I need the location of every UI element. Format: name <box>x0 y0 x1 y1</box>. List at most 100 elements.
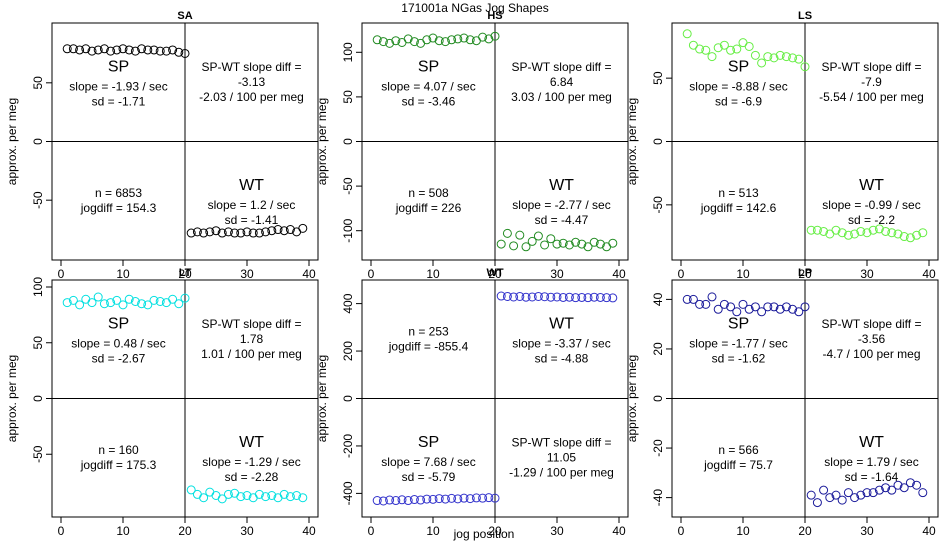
data-point <box>862 228 872 238</box>
data-point <box>459 493 469 503</box>
data-point <box>918 488 928 498</box>
panel-title: LP <box>798 267 812 279</box>
data-point <box>62 298 72 308</box>
data-point <box>285 492 295 502</box>
data-point <box>856 490 866 500</box>
data-point <box>403 496 413 506</box>
quadrant-text: slope = -1.77 / sec <box>689 336 787 350</box>
left-quadrant-title: SP <box>728 58 749 75</box>
quadrant-text: jogdiff = 154.3 <box>80 201 157 215</box>
data-point <box>87 46 97 56</box>
data-point <box>130 46 140 56</box>
data-point <box>298 493 308 503</box>
x-tick-label: 10 <box>736 267 750 281</box>
quadrant-text: slope = 0.48 / sec <box>71 336 165 350</box>
data-point <box>211 491 221 501</box>
data-point <box>403 34 413 44</box>
data-point <box>843 488 853 498</box>
y-tick-label: 20 <box>651 342 665 356</box>
quadrant-text: sd = -5.79 <box>402 470 456 484</box>
y-tick-label: 40 <box>651 292 665 306</box>
data-point <box>881 483 891 493</box>
data-point <box>391 36 401 46</box>
data-point <box>918 228 928 238</box>
data-point <box>248 228 258 238</box>
quadrant-text: jogdiff = -855.4 <box>388 339 469 353</box>
data-point <box>602 293 612 303</box>
data-point <box>688 294 698 304</box>
quadrant-text: sd = -6.9 <box>715 94 762 108</box>
data-point <box>552 292 562 302</box>
data-point <box>589 292 599 302</box>
quadrant-text: sd = -1.62 <box>712 351 766 365</box>
panel-title: LT <box>179 267 192 279</box>
data-point <box>757 307 767 317</box>
data-point <box>750 50 760 60</box>
data-point <box>887 228 897 238</box>
data-point <box>769 53 779 63</box>
quadrant-text: sd = -1.41 <box>225 213 279 227</box>
data-point <box>186 228 196 238</box>
y-axis-label: approx. per meg <box>625 98 639 185</box>
data-point <box>378 37 388 47</box>
data-point <box>496 239 506 249</box>
data-point <box>850 493 860 503</box>
data-point <box>750 302 760 312</box>
data-point <box>118 300 128 310</box>
data-point <box>571 237 581 247</box>
data-point <box>732 44 742 54</box>
x-tick-label: 20 <box>488 267 502 281</box>
data-point <box>168 45 178 55</box>
data-point <box>843 230 853 240</box>
quadrant-text: n = 6853 <box>95 186 142 200</box>
quadrant-text: slope = 1.79 / sec <box>824 455 918 469</box>
data-point <box>106 298 116 308</box>
data-point <box>502 228 512 238</box>
data-point <box>75 45 85 55</box>
quadrant-text: n = 160 <box>98 443 139 457</box>
data-point <box>478 493 488 503</box>
data-point <box>223 227 233 237</box>
data-point <box>242 227 252 237</box>
x-tick-label: 20 <box>798 267 812 281</box>
data-point <box>781 52 791 62</box>
data-point <box>490 493 500 503</box>
data-point <box>447 493 457 503</box>
data-point <box>527 292 537 302</box>
data-point <box>155 46 165 56</box>
quadrant-text: slope = 1.2 / sec <box>208 198 296 212</box>
data-point <box>199 493 209 503</box>
quadrant-text: slope = -8.88 / sec <box>689 79 787 93</box>
data-point <box>254 489 264 499</box>
quadrant-text: -4.7 / 100 per meg <box>822 347 920 361</box>
quadrant-text: sd = -4.47 <box>535 213 589 227</box>
data-point <box>118 44 128 54</box>
data-point <box>713 43 723 53</box>
data-point <box>819 485 829 495</box>
quadrant-text: -5.54 / 100 per meg <box>819 90 924 104</box>
quadrant-text: jogdiff = 142.6 <box>700 201 777 215</box>
data-point <box>428 494 438 504</box>
x-tick-label: 30 <box>550 524 564 538</box>
data-point <box>899 483 909 493</box>
quadrant-text: 1.01 / 100 per meg <box>201 347 302 361</box>
data-point <box>205 487 215 497</box>
x-tick-label: 10 <box>116 524 130 538</box>
data-point <box>862 488 872 498</box>
chart-panels: SA 0 10 20 30 40 -50 0 50 approx. per meg SP slope … <box>5 10 939 538</box>
right-quadrant-title: WT <box>239 177 264 194</box>
right-quadrant-title: WT <box>549 177 574 194</box>
data-point <box>143 45 153 55</box>
data-point <box>533 231 543 241</box>
data-point <box>874 485 884 495</box>
quadrant-text: -3.13 <box>238 75 266 89</box>
data-point <box>812 225 822 235</box>
data-point <box>372 496 382 506</box>
x-tick-label: 40 <box>612 524 626 538</box>
data-point <box>583 293 593 303</box>
x-tick-label: 10 <box>426 267 440 281</box>
data-point <box>378 496 388 506</box>
quadrant-text: SP-WT slope diff = <box>202 317 302 331</box>
data-point <box>856 226 866 236</box>
data-point <box>434 494 444 504</box>
